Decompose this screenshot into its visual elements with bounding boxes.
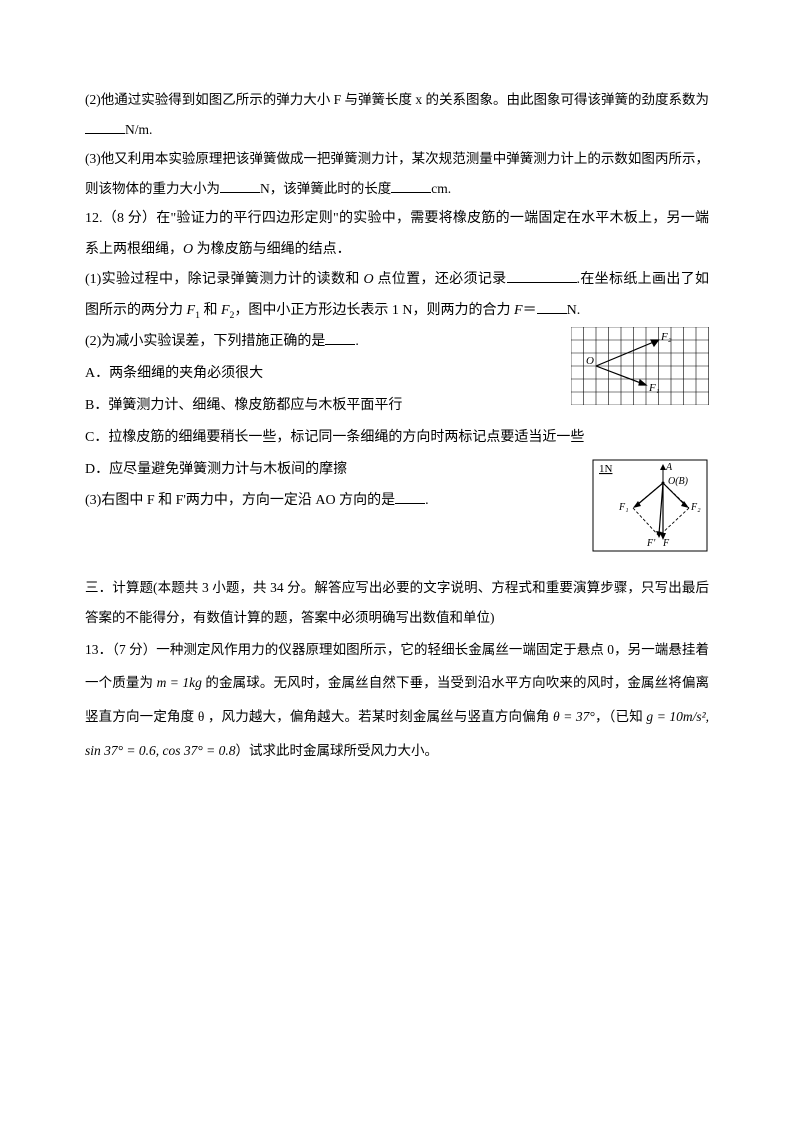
blank-weight	[220, 179, 260, 194]
q12-p1-f: F	[514, 303, 523, 318]
blank-stiffness	[85, 119, 125, 134]
q11-p2-unit: N/m.	[125, 122, 152, 137]
blank-force-f	[537, 299, 567, 314]
blank-record	[507, 268, 577, 283]
q11-part3: (3)他又利用本实验原理把该弹簧做成一把弹簧测力计，某次规范测量中弹簧测力计上的…	[85, 144, 709, 203]
q11-p3c: cm.	[431, 181, 451, 196]
q12-p1-f1: F	[187, 303, 196, 318]
q12-opt-c: C．拉橡皮筋的细绳要稍长一些，标记同一条细绳的方向时两标记点要适当近一些	[85, 422, 709, 454]
section3-head: 三．计算题(本题共 3 小题，共 34 分。解答应写出必要的文字说明、方程式和重…	[85, 573, 709, 632]
blank-measures	[325, 330, 355, 345]
blank-length	[391, 179, 431, 194]
q13-theta: θ = 37°	[553, 709, 595, 724]
diamond-label-ob: O(B)	[668, 476, 689, 487]
q12-p1a-o: O	[364, 272, 374, 287]
q13c: ，（已知	[595, 709, 647, 724]
q11-p2-text: (2)他通过实验得到如图乙所示的弹力大小 F 与弹簧长度 x 的关系图象。由此图…	[85, 92, 709, 107]
q12-p1-f2: F	[221, 303, 230, 318]
q12-p3end: .	[425, 493, 429, 508]
q13d: ）试求此时金属球所受风力大小。	[236, 743, 439, 758]
q12-stem-o: O	[183, 242, 193, 257]
diamond-label-fp: F'	[646, 538, 656, 549]
grid-label-f2: F₂	[660, 331, 672, 343]
q12-stem: 12.（8 分）在"验证力的平行四边形定则"的实验中，需要将橡皮筋的一端固定在水…	[85, 204, 709, 266]
q11-p3b: N，该弹簧此时的长度	[260, 181, 391, 196]
diamond-label-f: F	[662, 538, 670, 549]
q13-text: 13．（7 分）一种测定风作用力的仪器原理如图所示，它的轻细长金属丝一端固定于悬…	[85, 633, 709, 768]
q11-part2: (2)他通过实验得到如图乙所示的弹力大小 F 与弹簧长度 x 的关系图象。由此图…	[85, 85, 709, 144]
q12-p3: (3)右图中 F 和 F'两力中，方向一定沿 AO 方向的是	[85, 493, 395, 508]
grid-label-f1: F₁	[648, 382, 660, 394]
diamond-label-f2: F₂	[690, 502, 701, 513]
q12-p1a: (1)实验过程中，除记录弹簧测力计的读数和	[85, 272, 364, 287]
diamond-label-f1: F₁	[618, 502, 629, 513]
grid-figure: O F₁ F₂	[571, 327, 709, 405]
q12-p1f: ＝	[523, 303, 537, 318]
q12-p1g: N.	[567, 303, 581, 318]
q12-stem-a: 12.（8 分）在"验证力的平行四边形定则"的实验中，需要将橡皮筋的一端固定在水…	[85, 211, 709, 257]
diamond-figure: 1N O(B) A F₁	[591, 458, 709, 553]
q12-p1b: 点位置，还必须记录	[374, 272, 507, 287]
blank-direction	[395, 489, 425, 504]
q12-p1e: ，图中小正方形边长表示 1 N，则两力的合力	[234, 303, 514, 318]
diamond-label-a: A	[665, 462, 673, 473]
q12-p2: (2)为减小实验误差，下列措施正确的是	[85, 334, 325, 349]
grid-label-o: O	[586, 355, 594, 367]
q13-m: m = 1kg	[157, 675, 202, 690]
q12-part1: (1)实验过程中，除记录弹簧测力计的读数和 O 点位置，还必须记录.在坐标纸上画…	[85, 265, 709, 327]
q12-p2end: .	[355, 334, 359, 349]
q12-p1d: 和	[200, 303, 221, 318]
q12-stem-b: 为橡皮筋与细绳的结点．	[193, 242, 351, 257]
diamond-label-1n: 1N	[599, 463, 613, 475]
